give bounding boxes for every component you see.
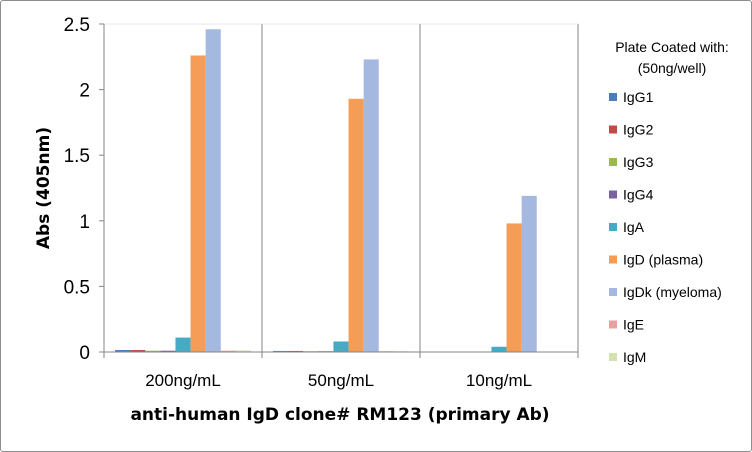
bar bbox=[205, 29, 221, 353]
legend-label: IgD (plasma) bbox=[623, 252, 703, 268]
axes bbox=[103, 24, 578, 353]
y-axis-title: Abs (405nm) bbox=[34, 127, 54, 249]
y-tick-label: 2.5 bbox=[64, 15, 90, 36]
y-tick-label: 1 bbox=[79, 212, 90, 233]
bar bbox=[160, 350, 176, 352]
x-tick-label: 50ng/mL bbox=[308, 371, 374, 390]
bar bbox=[190, 55, 206, 352]
legend-swatch bbox=[609, 158, 617, 166]
legend-label: IgA bbox=[623, 219, 645, 235]
bar bbox=[273, 350, 289, 352]
y-tick-label: 1.5 bbox=[64, 146, 90, 167]
y-tick-labels: 0 0.5 1 1.5 2 2.5 bbox=[64, 15, 104, 364]
legend-label: IgG1 bbox=[623, 89, 654, 105]
legend-title-line-1: Plate Coated with: bbox=[615, 39, 729, 55]
legend-swatch bbox=[609, 125, 617, 134]
legend-label: IgM bbox=[623, 349, 646, 365]
legend-swatch bbox=[609, 190, 617, 199]
y-tick-label: 0 bbox=[79, 343, 90, 364]
x-tick-label: 10ng/mL bbox=[466, 371, 532, 390]
bars bbox=[115, 29, 537, 353]
x-tick-labels: 200ng/mL 50ng/mL 10ng/mL bbox=[103, 352, 579, 390]
x-axis-title: anti-human IgD clone# RM123 (primary Ab) bbox=[130, 405, 549, 425]
grid bbox=[104, 23, 579, 352]
y-tick-label: 0.5 bbox=[64, 277, 90, 298]
bar bbox=[363, 59, 379, 352]
bar bbox=[521, 195, 537, 352]
legend-swatch bbox=[609, 353, 617, 361]
legend-swatch bbox=[609, 223, 617, 231]
legend-title-line-2: (50ng/well) bbox=[638, 60, 706, 76]
bar bbox=[506, 223, 522, 352]
legend-label: IgG3 bbox=[623, 154, 654, 170]
legend-label: IgDk (myeloma) bbox=[623, 284, 722, 300]
legend-label: IgG4 bbox=[623, 187, 654, 203]
bar bbox=[288, 350, 304, 352]
legend-swatch bbox=[609, 288, 617, 296]
bar bbox=[175, 337, 191, 352]
legend-swatch bbox=[609, 93, 617, 101]
bar bbox=[145, 350, 161, 352]
y-tick-label: 2 bbox=[79, 81, 90, 102]
bar bbox=[220, 350, 236, 352]
legend-label: IgE bbox=[623, 317, 644, 333]
legend-label: IgG2 bbox=[623, 122, 654, 138]
bar bbox=[235, 350, 251, 352]
bar bbox=[130, 350, 146, 352]
legend: Plate Coated with: (50ng/well) IgG1 IgG2 I… bbox=[609, 39, 729, 365]
x-tick-label: 200ng/mL bbox=[145, 371, 221, 390]
bar bbox=[115, 350, 131, 352]
bar bbox=[348, 98, 364, 352]
legend-swatch bbox=[609, 320, 617, 329]
legend-swatch bbox=[609, 255, 617, 264]
bar bbox=[491, 346, 507, 352]
bar bbox=[333, 341, 349, 352]
